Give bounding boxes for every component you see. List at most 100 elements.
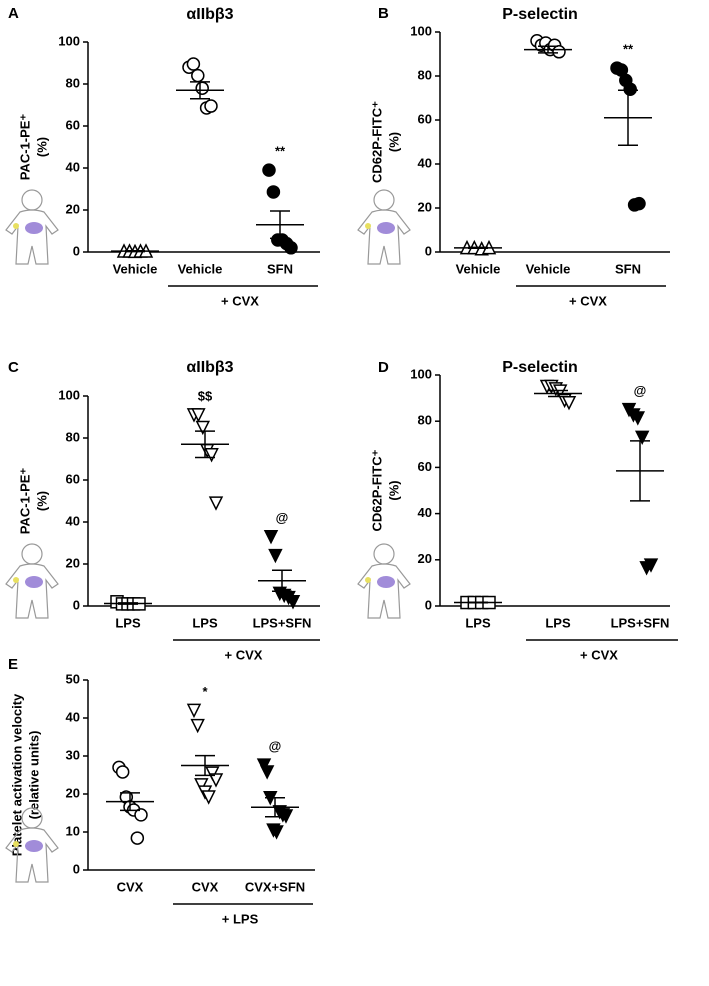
y-axis-label: (%)	[386, 132, 401, 152]
x-tick-label: LPS	[545, 615, 571, 630]
error-bar	[195, 754, 215, 777]
significance: $$	[198, 388, 213, 403]
point	[552, 45, 566, 59]
point	[194, 778, 209, 793]
significance: **	[275, 144, 286, 159]
point	[268, 548, 283, 564]
icon-head	[373, 543, 395, 565]
group-label: + LPS	[222, 911, 259, 926]
y-axis-label: (%)	[386, 480, 401, 500]
icon-organ	[25, 576, 43, 588]
x-tick-label: Vehicle	[456, 261, 501, 276]
point	[259, 765, 275, 780]
point	[130, 831, 145, 845]
y-tick-label: 0	[425, 243, 432, 258]
icon-spot	[13, 841, 19, 847]
y-tick-label: 60	[418, 459, 432, 474]
y-tick-label: 10	[66, 823, 80, 838]
y-tick-label: 50	[66, 671, 80, 686]
y-tick-label: 20	[418, 551, 432, 566]
point	[195, 420, 211, 436]
point	[204, 448, 219, 463]
y-tick-label: 100	[410, 366, 432, 381]
panel-title: αIIbβ3	[186, 6, 233, 23]
significance: **	[623, 42, 634, 57]
y-tick-label: 30	[66, 747, 80, 762]
error-bar	[468, 246, 488, 250]
y-tick-label: 40	[418, 155, 432, 170]
icon-body	[5, 209, 59, 265]
point	[115, 765, 130, 779]
point	[630, 411, 646, 426]
y-tick-label: 40	[66, 709, 80, 724]
point	[632, 196, 646, 211]
point	[561, 395, 577, 411]
error-bar	[630, 440, 650, 502]
x-tick-label: CVX	[192, 879, 219, 894]
y-tick-label: 0	[425, 597, 432, 612]
x-tick-label: CVX+SFN	[245, 879, 305, 894]
significance: @	[276, 510, 289, 525]
x-tick-label: Vehicle	[113, 261, 158, 276]
group-label: + CVX	[580, 647, 618, 662]
y-axis-label: (relative units)	[26, 731, 41, 820]
panel-letter: E	[8, 656, 18, 673]
error-bar	[118, 602, 138, 605]
point	[285, 595, 301, 610]
error-bar	[272, 569, 292, 593]
point	[643, 558, 659, 573]
y-tick-label: 40	[66, 159, 80, 174]
point	[186, 703, 202, 719]
point	[205, 766, 220, 781]
y-tick-label: 40	[418, 505, 432, 520]
x-tick-label: CVX	[117, 879, 144, 894]
error-bar	[548, 389, 568, 398]
y-tick-label: 100	[58, 387, 80, 402]
y-tick-label: 100	[58, 33, 80, 48]
panel-letter: A	[8, 5, 19, 22]
x-tick-label: Vehicle	[178, 261, 223, 276]
icon-body	[5, 827, 59, 883]
significance: @	[634, 383, 647, 398]
point	[195, 81, 209, 95]
y-axis-label: (%)	[34, 491, 49, 511]
x-tick-label: LPS	[192, 615, 218, 630]
y-tick-label: 80	[418, 413, 432, 428]
panel-title: P-selectin	[502, 6, 578, 23]
group-label: + CVX	[225, 647, 263, 662]
x-tick-label: Vehicle	[526, 261, 571, 276]
icon-spot	[365, 577, 371, 583]
y-tick-label: 0	[73, 243, 80, 258]
point	[134, 808, 148, 822]
x-tick-label: LPS+SFN	[611, 615, 670, 630]
point	[278, 809, 294, 824]
icon-spot	[13, 223, 19, 229]
icon-head	[373, 189, 395, 211]
point	[256, 758, 272, 773]
x-tick-label: SFN	[267, 261, 293, 276]
y-tick-label: 20	[66, 785, 80, 800]
error-bar	[190, 81, 210, 100]
body-icon	[357, 543, 411, 619]
icon-head	[21, 543, 43, 565]
y-tick-label: 80	[418, 67, 432, 82]
body-icon	[357, 189, 411, 265]
x-tick-label: LPS+SFN	[253, 615, 312, 630]
icon-organ	[377, 222, 395, 234]
point	[191, 68, 205, 83]
point	[266, 185, 281, 199]
significance: @	[269, 739, 282, 754]
point	[201, 790, 216, 805]
y-tick-label: 60	[66, 471, 80, 486]
point	[634, 430, 650, 446]
x-tick-label: LPS	[115, 615, 141, 630]
y-tick-label: 20	[66, 555, 80, 570]
y-tick-label: 20	[418, 199, 432, 214]
point	[208, 773, 224, 788]
y-tick-label: 100	[410, 23, 432, 38]
icon-body	[5, 563, 59, 619]
icon-spot	[365, 223, 371, 229]
icon-organ	[25, 840, 43, 852]
point	[269, 825, 284, 840]
error-bar	[125, 249, 145, 253]
